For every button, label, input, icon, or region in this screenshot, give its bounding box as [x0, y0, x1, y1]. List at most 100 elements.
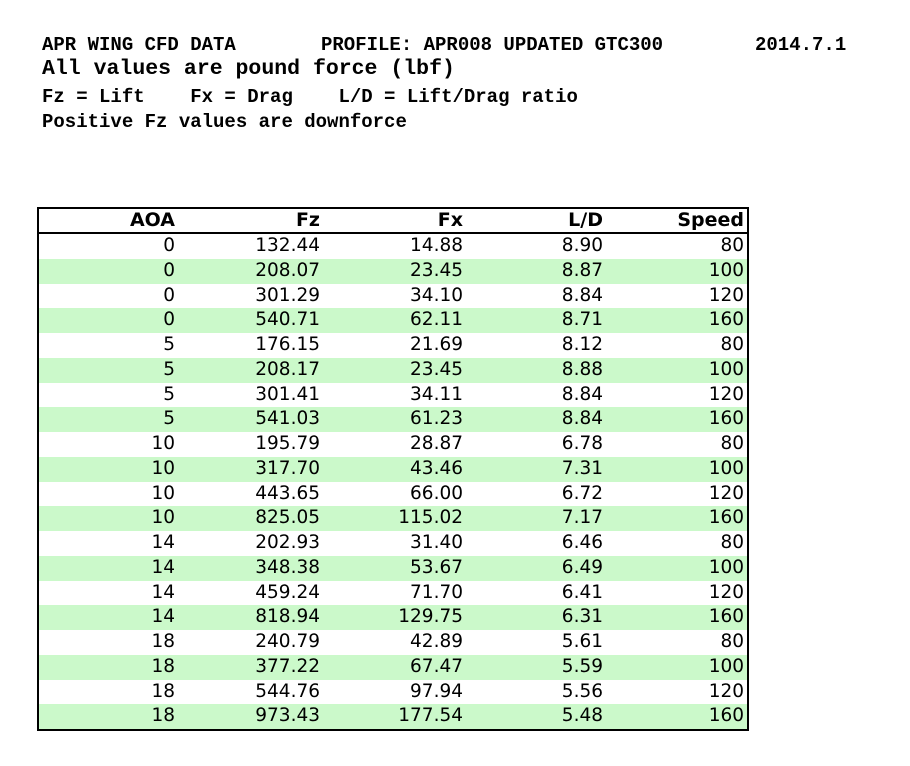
cell-fz: 825.05 [255, 507, 320, 529]
downforce-note: Positive Fz values are downforce [42, 111, 407, 133]
document-title: APR WING CFD DATA [42, 34, 236, 56]
cell-speed: 160 [708, 705, 744, 727]
table-row: 0 540.71 62.11 8.71 160 [38, 308, 748, 333]
cell-fz: 348.38 [255, 556, 320, 578]
cell-fz: 540.71 [255, 309, 320, 331]
cell-fx: 42.89 [410, 631, 463, 652]
cell-speed: 120 [708, 581, 744, 603]
cell-aoa: 18 [151, 631, 175, 652]
cell-ld: 5.48 [561, 705, 603, 727]
cell-aoa: 0 [163, 259, 175, 281]
cell-fx: 71.70 [410, 581, 463, 603]
cell-speed: 80 [720, 631, 744, 652]
table-row: 18 973.43 177.54 5.48 160 [38, 704, 748, 730]
cell-speed: 120 [708, 284, 744, 306]
cell-aoa: 14 [151, 556, 175, 578]
cell-fx: 53.67 [410, 556, 463, 578]
cell-aoa: 5 [163, 358, 175, 380]
cell-aoa: 0 [163, 235, 175, 256]
table-row: 0 301.29 34.10 8.84 120 [38, 284, 748, 309]
table-row: 18 544.76 97.94 5.56 120 [38, 680, 748, 705]
cell-aoa: 5 [163, 408, 175, 430]
cell-fz: 202.93 [255, 532, 320, 553]
cell-fx: 61.23 [410, 408, 463, 430]
table-row: 5 541.03 61.23 8.84 160 [38, 407, 748, 432]
table-row: 18 240.79 42.89 5.61 80 [38, 630, 748, 655]
table-row: 14 348.38 53.67 6.49 100 [38, 555, 748, 581]
table-row: 10 195.79 28.87 6.78 80 [38, 432, 748, 457]
cell-fx: 129.75 [398, 606, 463, 628]
table-row: 10 317.70 43.46 7.31 100 [38, 456, 748, 482]
cell-ld: 5.61 [561, 631, 603, 652]
cell-ld: 6.49 [561, 556, 603, 578]
cell-aoa: 10 [151, 433, 175, 454]
cell-speed: 100 [708, 259, 744, 281]
cell-fx: 62.11 [410, 309, 463, 331]
cell-fz: 301.29 [255, 284, 320, 306]
cell-ld: 8.12 [561, 334, 603, 355]
cell-fz: 301.41 [255, 383, 320, 405]
cell-fx: 34.11 [410, 383, 463, 405]
table-row: 18 377.22 67.47 5.59 100 [38, 654, 748, 680]
cell-speed: 80 [720, 532, 744, 553]
cell-ld: 6.72 [561, 482, 603, 504]
cell-fz: 208.07 [255, 259, 320, 281]
cell-fx: 23.45 [410, 358, 463, 380]
cell-speed: 100 [708, 358, 744, 380]
table-row: 14 459.24 71.70 6.41 120 [38, 581, 748, 606]
cell-speed: 160 [708, 408, 744, 430]
cell-aoa: 14 [151, 532, 175, 553]
cell-speed: 80 [720, 433, 744, 454]
cell-speed: 100 [708, 457, 744, 479]
cell-fz: 377.22 [255, 655, 320, 677]
cell-speed: 120 [708, 383, 744, 405]
table-row: 5 208.17 23.45 8.88 100 [38, 357, 748, 383]
cell-fx: 66.00 [410, 482, 463, 504]
cell-fx: 23.45 [410, 259, 463, 281]
cell-ld: 5.56 [561, 680, 603, 702]
cell-ld: 8.84 [561, 383, 603, 405]
table-body: 0 132.44 14.88 8.90 80 0 208.07 23.45 8.87 100 0 30… [38, 233, 748, 730]
cell-speed: 160 [708, 606, 744, 628]
cell-ld: 8.90 [561, 235, 603, 256]
cell-fx: 34.10 [410, 284, 463, 306]
column-header-ld: L/D [466, 208, 606, 234]
cell-aoa: 10 [151, 457, 175, 479]
table-row: 10 825.05 115.02 7.17 160 [38, 506, 748, 531]
column-header-speed: Speed [606, 208, 748, 234]
cell-speed: 100 [708, 556, 744, 578]
column-header-fz: Fz [178, 208, 323, 234]
cell-fx: 67.47 [410, 655, 463, 677]
cell-fx: 97.94 [410, 680, 463, 702]
revision-date: 2014.7.1 [755, 34, 847, 56]
cell-fz: 818.94 [255, 606, 320, 628]
cell-fx: 177.54 [398, 705, 463, 727]
cell-speed: 160 [708, 309, 744, 331]
cell-speed: 120 [708, 482, 744, 504]
cell-fz: 208.17 [255, 358, 320, 380]
cell-speed: 80 [720, 235, 744, 256]
cell-aoa: 14 [151, 606, 175, 628]
cell-fz: 195.79 [255, 433, 320, 454]
cell-aoa: 18 [151, 705, 175, 727]
cell-fz: 443.65 [255, 482, 320, 504]
cfd-data-table: AOA Fz Fx L/D Speed 0 132.44 14.88 8.90 80 0 2… [37, 207, 749, 731]
cell-fz: 541.03 [255, 408, 320, 430]
table-row: 14 818.94 129.75 6.31 160 [38, 605, 748, 630]
profile-label: PROFILE: APR008 UPDATED GTC300 [321, 34, 664, 56]
cell-speed: 120 [708, 680, 744, 702]
table-row: 0 132.44 14.88 8.90 80 [38, 233, 748, 259]
cell-ld: 8.87 [561, 259, 603, 281]
cell-aoa: 10 [151, 507, 175, 529]
cell-speed: 80 [720, 334, 744, 355]
cell-fx: 43.46 [410, 457, 463, 479]
cell-aoa: 14 [151, 581, 175, 603]
table-row: 5 176.15 21.69 8.12 80 [38, 333, 748, 358]
cell-aoa: 18 [151, 680, 175, 702]
cell-ld: 8.84 [561, 408, 603, 430]
cell-ld: 8.88 [561, 358, 603, 380]
cell-speed: 100 [708, 655, 744, 677]
table-row: 0 208.07 23.45 8.87 100 [38, 258, 748, 284]
cell-ld: 6.31 [561, 606, 603, 628]
cell-aoa: 10 [151, 482, 175, 504]
